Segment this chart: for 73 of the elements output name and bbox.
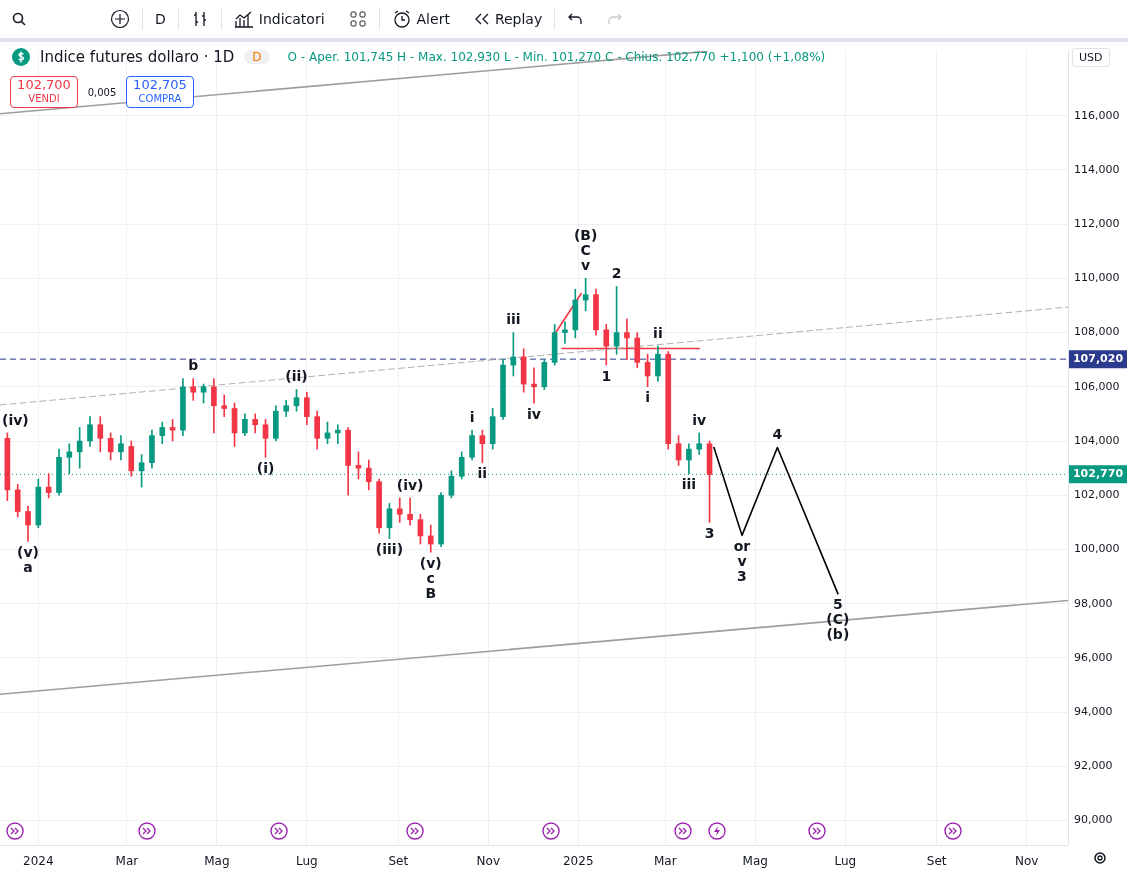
- text: Alert: [416, 11, 450, 27]
- annotation: B: [425, 584, 437, 601]
- x-tick-label: Lug: [834, 854, 857, 869]
- x-tick-label: Mag: [742, 854, 768, 869]
- annotation: i: [469, 408, 475, 425]
- y-tick-label: 92,000: [1074, 759, 1113, 773]
- y-tick-label: 102,000: [1074, 488, 1120, 502]
- annotation: 1: [601, 367, 612, 384]
- y-tick-label: 100,000: [1074, 542, 1120, 556]
- y-tick-label: 110,000: [1074, 271, 1120, 285]
- annotation: iv: [692, 411, 707, 428]
- x-tick-label: Nov: [476, 854, 500, 869]
- annotation: ii: [653, 324, 663, 341]
- x-tick-label: Set: [926, 854, 947, 869]
- y-tick-label: 104,000: [1074, 433, 1120, 447]
- annotation: (B): [573, 226, 598, 243]
- annotation: iii: [506, 311, 521, 328]
- annotation: 0,005: [86, 86, 118, 98]
- annotation: (iv): [396, 476, 424, 493]
- annotation: c: [426, 569, 435, 586]
- annotation: C: [580, 241, 591, 258]
- y-tick-label: 106,000: [1074, 379, 1120, 393]
- annotation: (b): [826, 626, 850, 643]
- annotation: 102,705: [132, 77, 188, 92]
- ref-line-label: 102,770: [1072, 467, 1124, 481]
- x-tick-label: Lug: [295, 854, 318, 869]
- x-tick-label: Nov: [1014, 854, 1039, 869]
- text: Replay: [494, 11, 543, 27]
- annotation: (v): [17, 543, 39, 560]
- annotation: (C): [826, 611, 850, 628]
- annotation: 5: [833, 596, 843, 613]
- annotation: COMPRA: [137, 92, 183, 106]
- x-tick-label: 2025: [562, 854, 594, 869]
- text: D: [154, 10, 167, 29]
- y-tick-label: 116,000: [1074, 108, 1120, 122]
- x-tick-label: 2024: [23, 854, 54, 869]
- y-tick-label: 98,000: [1074, 596, 1113, 610]
- annotation: ii: [477, 465, 488, 482]
- y-tick-label: 108,000: [1074, 325, 1120, 339]
- y-tick-label: 94,000: [1074, 705, 1113, 719]
- ref-line-label: 107,020: [1072, 352, 1124, 365]
- annotation: v: [737, 553, 747, 570]
- annotation: iii: [681, 476, 697, 493]
- annotation: (iv): [1, 411, 29, 428]
- annotation: or: [733, 538, 751, 555]
- annotation: i: [645, 389, 650, 406]
- annotation: VENDI: [27, 92, 61, 106]
- annotation: O - Aper. 101,745 H - Max. 102,930 L - Min. 101,270 C - Chius. 102,770 +1,100 (+1,08%): [287, 50, 826, 64]
- annotation: (i): [256, 459, 275, 476]
- annotation: 4: [772, 426, 783, 443]
- annotation: 3: [704, 525, 715, 541]
- annotation: iv: [527, 405, 541, 422]
- x-tick-label: Mar: [653, 854, 677, 869]
- annotation: D: [252, 50, 262, 64]
- y-tick-label: 114,000: [1074, 162, 1120, 176]
- x-tick-label: Set: [388, 854, 409, 869]
- annotation: (ii): [285, 368, 308, 385]
- annotation: a: [23, 558, 33, 575]
- annotation: (iii): [375, 541, 404, 558]
- y-tick-label: 90,000: [1074, 813, 1113, 827]
- text: USD: [1079, 51, 1103, 64]
- annotation: (v): [419, 554, 442, 571]
- y-tick-label: 112,000: [1074, 216, 1120, 230]
- annotation: 102,700: [16, 77, 72, 92]
- annotation: 2: [611, 265, 622, 282]
- annotation: b: [188, 357, 199, 374]
- chart-title: Indice futures dollaro · 1D: [40, 48, 235, 66]
- x-tick-label: Mar: [115, 854, 139, 869]
- annotation: v: [581, 256, 591, 273]
- annotation: 3: [737, 568, 747, 585]
- text: Indicatori: [258, 11, 325, 27]
- x-tick-label: Mag: [204, 854, 230, 869]
- y-tick-label: 96,000: [1074, 650, 1113, 664]
